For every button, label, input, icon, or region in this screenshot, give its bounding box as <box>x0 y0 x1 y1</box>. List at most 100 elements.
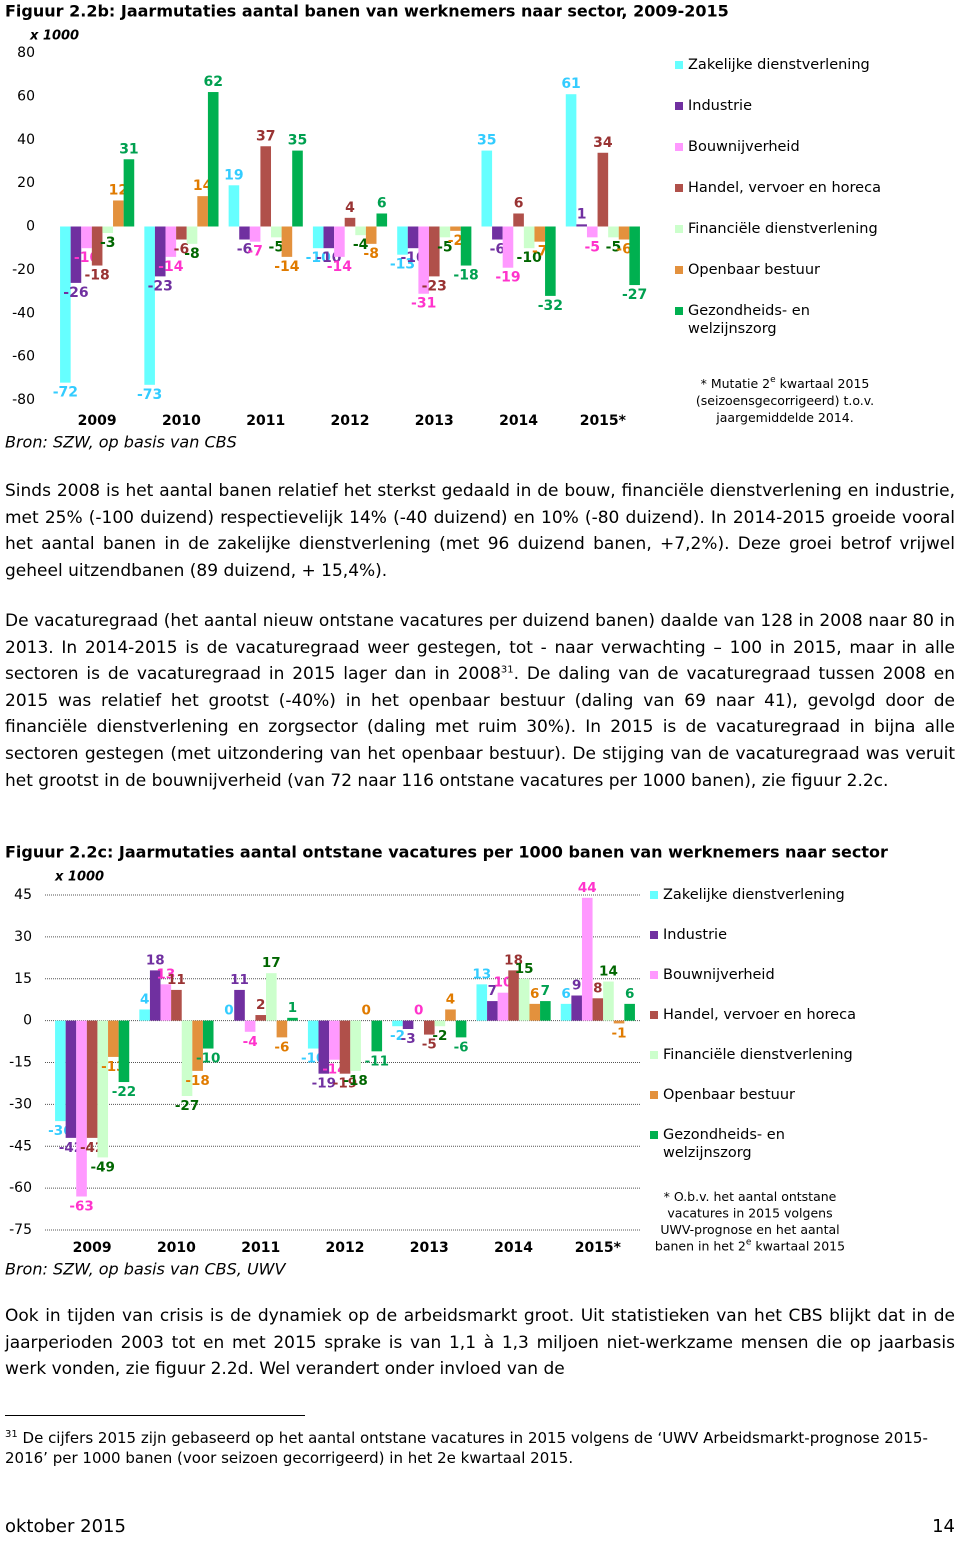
value-label: 0 <box>224 1003 233 1019</box>
value-label: -13 <box>390 257 415 273</box>
value-label: -14 <box>158 259 184 275</box>
value-label: -27 <box>175 1098 199 1114</box>
x-tick-label: 2015* <box>580 413 627 429</box>
value-label: 1 <box>577 206 587 222</box>
footer-date: oktober 2015 <box>5 1516 126 1537</box>
bar <box>239 226 250 240</box>
bar <box>266 973 277 1021</box>
value-label: -49 <box>91 1159 115 1175</box>
bar <box>434 1020 446 1027</box>
bar <box>144 226 155 385</box>
chart-title: Figuur 2.2b: Jaarmutaties aantal banen v… <box>5 2 729 21</box>
note: banen in het 2e kwartaal 2015 <box>655 1237 845 1253</box>
bar <box>439 226 451 238</box>
legend-item: Openbaar bestuur <box>675 261 895 279</box>
legend: Zakelijke dienstverlening Industrie Bouwni… <box>675 56 895 361</box>
note-text: * O.b.v. het aantal ontstane <box>664 1189 837 1204</box>
value-label: 9 <box>572 978 581 994</box>
value-label: -5 <box>269 239 285 255</box>
note-text: jaargemiddelde 2014. <box>715 410 853 425</box>
legend-swatch <box>675 143 683 151</box>
value-label: 15 <box>515 961 534 977</box>
value-label: 4 <box>446 991 455 1007</box>
paragraph: Ook in tijden van crisis is de dynamiek … <box>5 1306 955 1380</box>
legend-swatch <box>650 1091 658 1099</box>
bar <box>365 226 377 244</box>
legend-label: Bouwnijverheid <box>663 967 775 983</box>
bar <box>55 1020 66 1122</box>
value-label: 4 <box>140 991 149 1007</box>
value-label: 14 <box>599 964 618 980</box>
legend-swatch <box>650 931 658 939</box>
x-tick-label: 2012 <box>326 1240 365 1256</box>
legend-label: Bouwnijverheid <box>688 139 800 155</box>
value-label: -14 <box>327 259 353 275</box>
value-label: -6 <box>616 242 632 258</box>
note-text: * Mutatie 2 <box>701 376 770 391</box>
x-tick-label: 2014 <box>499 413 538 429</box>
legend-label: Financiële dienstverlening <box>688 221 878 237</box>
note-text: vacatures in 2015 volgens <box>667 1205 832 1220</box>
value-label: 11 <box>167 972 186 988</box>
y-tick-label: -60 <box>12 349 35 365</box>
bar <box>418 226 429 294</box>
value-label: 62 <box>203 74 222 90</box>
legend-label: Gezondheids- en welzijnszorg <box>663 1127 785 1161</box>
legend-label: Gezondheids- en welzijnszorg <box>688 303 810 337</box>
value-label: -4 <box>243 1034 258 1050</box>
legend-swatch <box>650 1011 658 1019</box>
bar <box>534 226 546 242</box>
bar <box>255 1015 267 1021</box>
legend-item: Gezondheids- en welzijnszorg <box>675 302 895 338</box>
legend-item: Bouwnijverheid <box>650 966 870 984</box>
legend-swatch <box>675 225 683 233</box>
x-tick-label: 2010 <box>162 413 201 429</box>
value-label: 1 <box>288 1000 297 1016</box>
y-tick-label: -30 <box>9 1096 32 1112</box>
bar <box>508 970 519 1021</box>
bar <box>629 226 640 286</box>
bar <box>450 226 461 231</box>
paragraph: De vacaturegraad (het aantal nieuw ontst… <box>5 608 955 794</box>
bar <box>207 92 219 227</box>
y-tick-label: -40 <box>12 305 35 321</box>
legend-label: Industrie <box>663 927 728 943</box>
note: jaargemiddelde 2014. <box>715 410 853 425</box>
value-label: -1 <box>612 1025 627 1041</box>
bar <box>228 185 240 227</box>
page-number: 14 <box>932 1516 955 1537</box>
bar <box>102 226 114 234</box>
value-label: -18 <box>453 268 478 284</box>
source: Bron: SZW, op basis van CBS <box>5 433 237 452</box>
value-label: -27 <box>622 287 647 303</box>
note: * O.b.v. het aantal ontstane <box>664 1189 837 1204</box>
bar <box>65 1020 77 1138</box>
y-tick-label: 0 <box>23 1013 32 1029</box>
value-label: -4 <box>353 237 369 253</box>
note: * Mutatie 2e kwartaal 2015 <box>701 375 870 391</box>
value-label: 2 <box>256 997 265 1013</box>
value-label: 31 <box>119 141 138 157</box>
value-label: -19 <box>495 270 520 286</box>
legend-swatch <box>650 971 658 979</box>
bar <box>397 226 408 255</box>
bar <box>344 217 356 227</box>
value-label: -63 <box>69 1199 93 1215</box>
value-label: -72 <box>53 385 78 401</box>
value-label: -3 <box>100 235 116 251</box>
legend-label: Handel, vervoer en horeca <box>663 1007 856 1023</box>
bar <box>402 1020 414 1029</box>
bar <box>350 1020 361 1071</box>
bar <box>476 984 488 1021</box>
bar <box>481 150 493 227</box>
value-label: 13 <box>472 966 491 982</box>
y-tick-label: 40 <box>17 132 35 148</box>
value-label: 6 <box>561 986 570 1002</box>
bar <box>186 226 198 244</box>
value-label: -5 <box>606 239 622 255</box>
bar <box>97 1020 109 1158</box>
bar <box>307 1020 319 1049</box>
value-label: -2 <box>448 233 464 249</box>
legend-label: Handel, vervoer en horeca <box>688 180 881 196</box>
value-label: -14 <box>274 259 300 275</box>
